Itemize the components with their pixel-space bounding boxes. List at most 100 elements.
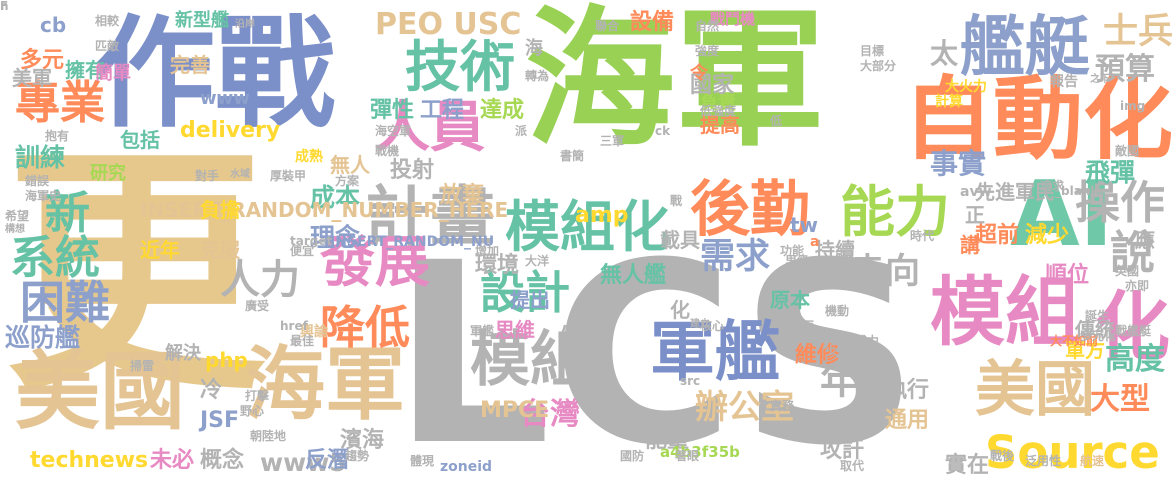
word-cloud-word: 亦即 xyxy=(1125,279,1150,293)
word-cloud-word: 彈性 xyxy=(370,98,415,123)
word-cloud-word: JSF xyxy=(200,408,240,433)
word-cloud-word: 戰 xyxy=(670,194,683,208)
word-cloud-word: 相較 xyxy=(95,14,120,28)
word-cloud-word: ck xyxy=(655,124,671,138)
word-cloud-word: 應 xyxy=(1135,228,1155,252)
word-cloud-word: img xyxy=(1120,99,1146,113)
word-cloud-word: 增加 xyxy=(475,244,500,258)
word-cloud-word: 提出 xyxy=(510,288,550,312)
word-cloud-word: 原本 xyxy=(770,288,810,312)
word-cloud-word: 厚裝甲 xyxy=(270,169,307,183)
word-cloud-word: 士兵 xyxy=(1102,12,1173,52)
word-cloud-word: 報告 xyxy=(1050,74,1078,90)
word-cloud-word: 模組 xyxy=(930,268,1081,356)
word-cloud-word: Source xyxy=(985,426,1160,479)
word-cloud-word: 攻訐 xyxy=(820,438,865,463)
word-cloud-word: 先進軍民 xyxy=(975,180,1055,204)
word-cloud-word: 人員 xyxy=(375,95,486,159)
word-cloud-word: 大洋 xyxy=(525,254,550,268)
word-cloud-word: 濱海 xyxy=(340,428,385,453)
word-cloud-word: 小型 xyxy=(560,318,600,342)
word-cloud-word: 大部分 xyxy=(860,59,897,73)
word-cloud-word: 美國 xyxy=(15,343,186,442)
word-cloud-word: a4b3f35b xyxy=(660,443,740,461)
word-cloud-word: 年 xyxy=(820,357,860,403)
word-cloud-word: tw xyxy=(790,213,819,237)
word-cloud-word: 艦艇 xyxy=(960,10,1091,85)
word-cloud-word: href xyxy=(280,319,308,333)
word-cloud-word: 降低 xyxy=(320,301,411,354)
word-cloud-word: 中 xyxy=(595,408,615,432)
word-cloud-word: 克服 xyxy=(200,238,240,262)
word-cloud-word: 自動化 xyxy=(903,67,1173,172)
word-cloud-word: 匹敵 xyxy=(95,39,120,53)
word-cloud-word: 維修 xyxy=(795,343,840,368)
word-cloud-word: 需求 xyxy=(700,237,771,277)
word-cloud-word: 預算 xyxy=(1095,52,1155,87)
word-cloud-word: LCS xyxy=(392,209,920,482)
word-cloud-word: 計畫 xyxy=(365,180,496,255)
word-cloud-word: 對手 xyxy=(195,169,220,183)
word-cloud-word: 海空軍 xyxy=(375,124,412,138)
word-cloud-word: 輿論 xyxy=(300,324,328,340)
word-cloud-word: 化 xyxy=(1095,283,1171,371)
word-cloud-word: 模組化 xyxy=(505,195,671,259)
word-cloud-word: 朝陸地 xyxy=(250,429,287,443)
word-cloud-word: 正 xyxy=(965,203,985,227)
word-cloud-word: 大型 xyxy=(1090,382,1150,417)
word-cloud-word: 思維 xyxy=(495,318,535,342)
word-cloud-word: 後勤 xyxy=(690,175,810,245)
word-cloud-word: 事實 xyxy=(930,147,987,180)
word-cloud-word: php xyxy=(205,348,248,372)
word-cloud-word: 航速 xyxy=(1080,454,1105,468)
word-cloud-word: 概念 xyxy=(200,448,245,473)
word-cloud-word: 核心 xyxy=(700,319,725,333)
word-cloud-word: 戰鬥機 xyxy=(710,10,756,28)
word-cloud-word: www5 xyxy=(260,448,347,477)
word-cloud-word: 通用 xyxy=(885,408,930,433)
word-cloud-word: 強度 xyxy=(695,44,720,58)
word-cloud-word: 能量 xyxy=(645,428,690,453)
word-cloud-word: 傳統 xyxy=(1075,318,1115,342)
word-cloud-word: 戰機 xyxy=(375,144,400,158)
word-cloud-word: 設備 xyxy=(630,10,675,35)
word-cloud-word: 執行 xyxy=(885,378,930,403)
word-cloud-word: INSERT_RANDOM_NUMBER_HERE xyxy=(140,198,509,222)
word-cloud-word: delivery xyxy=(180,118,281,143)
word-cloud-word: AI xyxy=(1010,162,1114,267)
word-cloud-word: technews xyxy=(30,448,149,473)
word-cloud-word: 國防 xyxy=(620,449,645,463)
word-cloud-word: amp xyxy=(575,203,629,228)
word-cloud-word: 新 xyxy=(45,186,91,239)
word-cloud-word: 海軍 xyxy=(525,0,826,167)
word-cloud-word: 著眼 xyxy=(675,449,700,463)
word-cloud-word: 戰艦艇 xyxy=(1115,324,1152,338)
word-cloud-word: 時代 xyxy=(910,229,935,243)
word-cloud-word: 無人 xyxy=(330,153,370,177)
word-cloud-word: 趨勢 xyxy=(345,449,370,463)
word-cloud-word: 減少 xyxy=(1025,223,1070,248)
word-cloud-word: 機動 xyxy=(825,304,850,318)
word-cloud-word: 反潛 xyxy=(305,448,350,473)
word-cloud-word: 模組 xyxy=(470,325,590,395)
word-cloud-word: 廣受 xyxy=(245,299,270,313)
word-cloud-word: 建立 xyxy=(690,319,710,330)
word-cloud-word: 聯合 xyxy=(595,19,620,33)
word-cloud-word: 軍艦 xyxy=(470,324,495,338)
word-cloud-word: cb xyxy=(40,13,67,37)
word-cloud-word: 成本 xyxy=(310,183,361,212)
word-cloud-word: 發展 xyxy=(320,230,431,294)
word-cloud-word: 擁有 xyxy=(65,58,105,82)
word-cloud-word: 錯誤 xyxy=(25,174,50,188)
word-cloud-word: 里級 xyxy=(785,254,810,268)
word-cloud-word: 化 xyxy=(670,298,690,322)
word-cloud-word: 達成 xyxy=(480,98,525,123)
word-cloud-word: 研究 xyxy=(90,163,126,184)
word-cloud-word: 計算 xyxy=(935,94,963,110)
word-cloud-word: 辦公室 xyxy=(695,387,794,426)
word-cloud-word: 實務 xyxy=(770,399,795,413)
word-cloud-word: 簡單 xyxy=(95,63,131,84)
word-cloud-word: 自然 xyxy=(695,19,720,33)
word-cloud-word: 水面 xyxy=(790,319,815,333)
word-cloud-word: 訓練 xyxy=(15,143,66,172)
